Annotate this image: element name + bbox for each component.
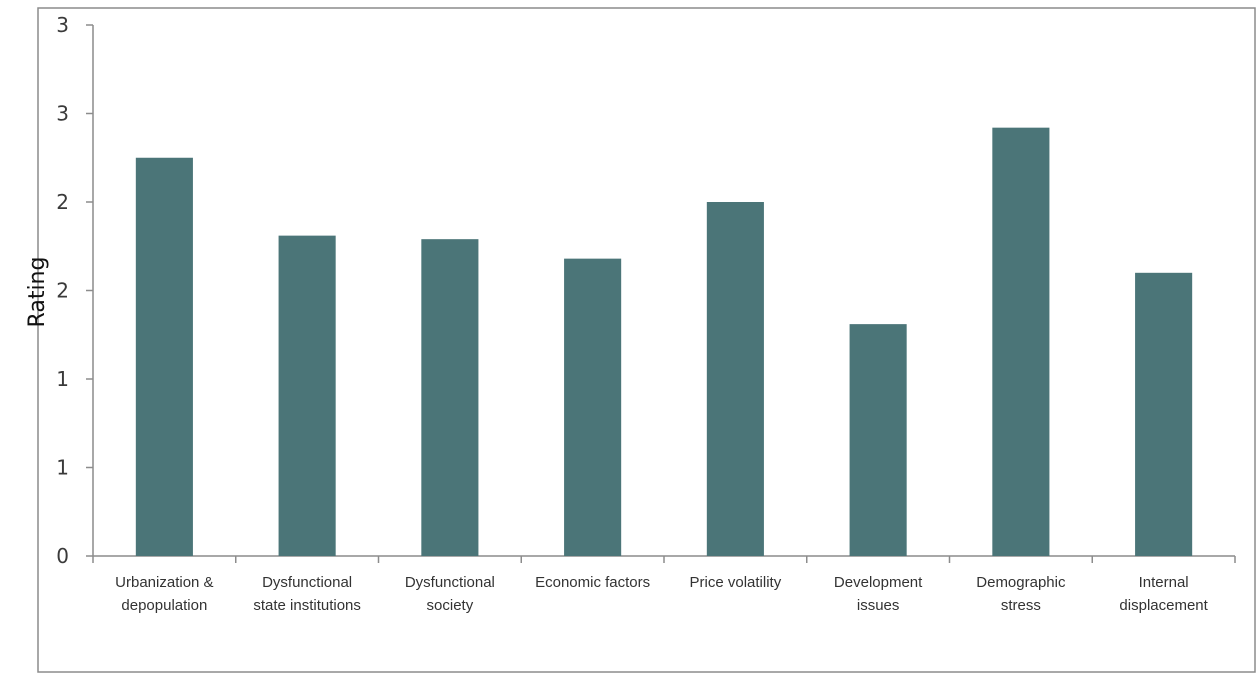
x-tick-label: Dysfunctional state institutions xyxy=(253,574,361,614)
x-tick-label: Demographic stress xyxy=(976,574,1066,614)
bar xyxy=(135,157,193,556)
x-axis xyxy=(92,555,1236,563)
x-tick-label-line: depopulation xyxy=(121,597,207,614)
x-tick-label-line: issues xyxy=(857,597,900,614)
x-tick-label: Urbanization & depopulation xyxy=(115,574,213,614)
x-tick-label-line: displacement xyxy=(1119,597,1208,614)
bar xyxy=(1135,272,1193,556)
bar xyxy=(421,239,479,557)
x-tick-label-line: Dysfunctional xyxy=(262,574,352,591)
x-tick-label: Price volatility xyxy=(690,574,782,591)
bar xyxy=(992,127,1050,556)
x-tick-label: Internal displacement xyxy=(1119,574,1208,614)
x-tick-label-line: Price volatility xyxy=(690,574,782,591)
y-tick-label: 3 xyxy=(56,102,69,126)
x-tick-label-line: stress xyxy=(1001,597,1041,614)
y-tick-label: 2 xyxy=(56,279,69,303)
x-tick-label: Dysfunctional society xyxy=(405,574,495,614)
bars xyxy=(135,127,1193,557)
plot-frame xyxy=(37,7,1256,673)
x-tick-label-line: Internal xyxy=(1139,574,1189,591)
x-tick-label-line: Economic factors xyxy=(535,574,650,591)
x-tick-label-line: society xyxy=(427,597,474,614)
x-tick-label-line: Demographic xyxy=(976,574,1066,591)
y-tick-label: 1 xyxy=(56,456,69,480)
x-tick-label-line: state institutions xyxy=(253,597,361,614)
bar xyxy=(849,324,907,556)
bar xyxy=(564,258,622,556)
x-tick-label: Economic factors xyxy=(535,574,650,591)
x-tick-label-line: Urbanization & xyxy=(115,574,213,591)
y-tick-label: 3 xyxy=(56,13,69,37)
x-tick-label: Development issues xyxy=(834,574,923,614)
y-axis: 0 1 1 2 2 3 3 xyxy=(56,13,94,568)
y-tick-label: 1 xyxy=(56,367,69,391)
y-tick-label: 2 xyxy=(56,190,69,214)
x-tick-label-line: Dysfunctional xyxy=(405,574,495,591)
y-axis-title: Rating xyxy=(25,257,50,328)
bar xyxy=(278,235,336,556)
bar xyxy=(706,202,764,556)
x-tick-label-line: Development xyxy=(834,574,923,591)
y-tick-label: 0 xyxy=(56,544,69,568)
category-labels: Urbanization & depopulation Dysfunctional s… xyxy=(115,574,1208,614)
